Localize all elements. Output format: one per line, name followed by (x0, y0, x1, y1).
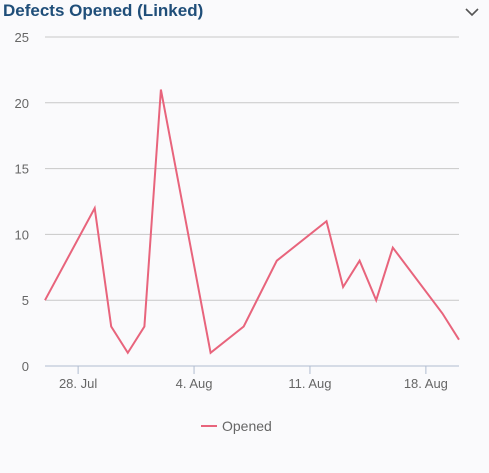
x-tick-label: 11. Aug (288, 376, 331, 391)
y-tick-label: 10 (15, 227, 29, 242)
x-tick-label: 28. Jul (59, 376, 97, 391)
widget-title: Defects Opened (Linked) (3, 1, 204, 20)
collapse-button[interactable] (463, 4, 481, 20)
series-line-opened (44, 89, 460, 355)
x-tick-label: 4. Aug (176, 376, 213, 391)
y-tick-label: 5 (22, 293, 29, 308)
y-tick-label: 25 (15, 30, 29, 45)
y-tick-label: 15 (15, 162, 29, 177)
y-tick-label: 0 (22, 359, 29, 374)
chevron-down-icon (465, 8, 479, 17)
legend-label: Opened (222, 418, 272, 434)
y-tick-label: 20 (15, 96, 29, 111)
x-tick-label: 18. Aug (404, 376, 448, 391)
